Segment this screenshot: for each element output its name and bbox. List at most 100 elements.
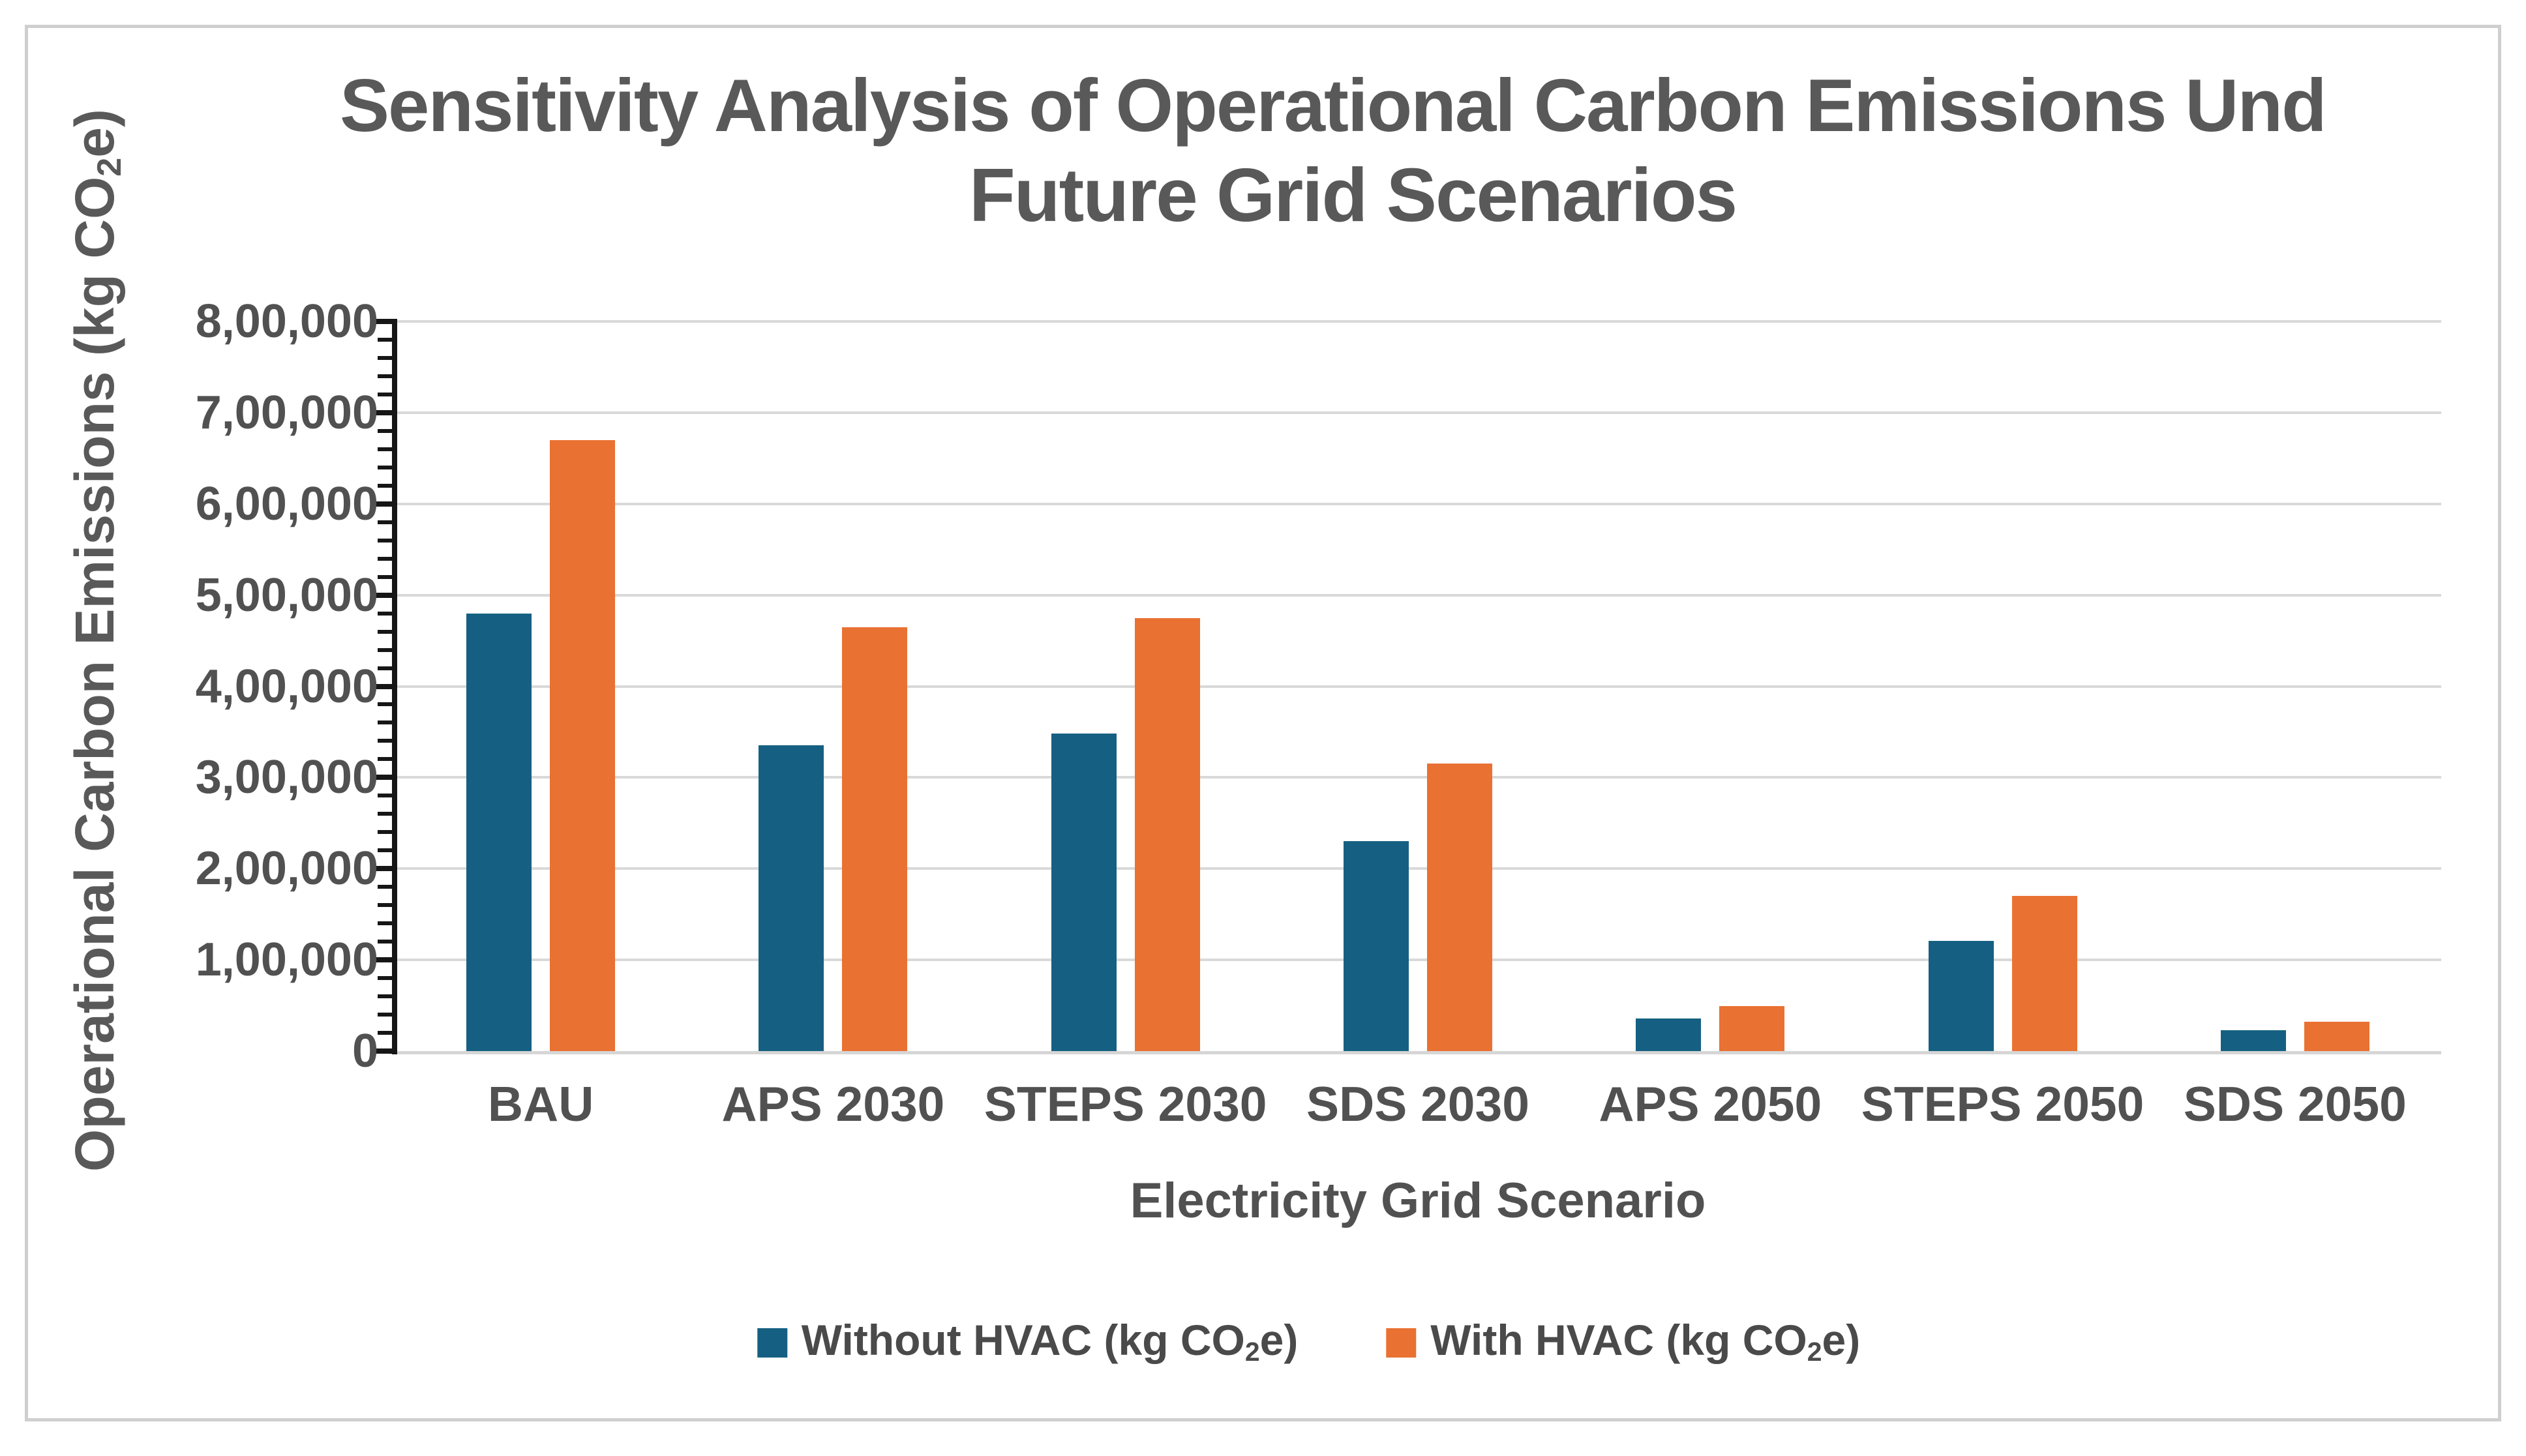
y-axis-tick-label: 6,00,000 [195, 477, 378, 530]
y-axis-tick-label: 7,00,000 [195, 386, 378, 439]
y-axis-minor-tick [378, 885, 392, 889]
y-axis-title-subscript: 2 [91, 157, 129, 177]
y-axis-major-tick [372, 501, 392, 507]
legend-label-text: Without HVAC (kg CO [801, 1316, 1245, 1364]
y-axis-minor-tick [378, 1031, 392, 1035]
y-axis-minor-tick [378, 374, 392, 378]
chart-title-line2: Future Grid Scenarios [969, 153, 1737, 237]
x-axis-category-label: APS 2030 [721, 1077, 945, 1131]
bar-without-hvac-aps-2030 [759, 745, 824, 1051]
y-axis-minor-tick [378, 812, 392, 816]
legend-label-with-hvac: With HVAC (kg CO2e) [1430, 1317, 1860, 1369]
x-axis-title: Electricity Grid Scenario [1130, 1173, 1706, 1228]
y-axis-minor-tick [378, 337, 392, 342]
y-axis-minor-tick [378, 447, 392, 451]
chart-area: Sensitivity Analysis of Operational Carb… [25, 25, 2501, 1421]
y-axis-title-text-end: e) [64, 109, 125, 158]
legend-label-text: With HVAC (kg CO [1430, 1316, 1807, 1364]
y-axis-minor-tick [378, 903, 392, 908]
y-axis-minor-tick [378, 629, 392, 634]
gridline [395, 958, 2441, 962]
plot-area [372, 319, 2441, 1056]
y-axis-minor-tick [378, 520, 392, 524]
y-axis-major-tick [372, 1048, 392, 1054]
x-axis-category-label: BAU [487, 1077, 594, 1131]
x-axis-line [389, 1051, 2441, 1054]
legend-swatch-blue-icon [757, 1328, 787, 1358]
y-axis-minor-tick [378, 556, 392, 561]
legend-label-text-end: e) [1259, 1316, 1299, 1364]
x-axis-category-label: SDS 2050 [2183, 1077, 2407, 1131]
x-axis-category-label: STEPS 2030 [984, 1077, 1267, 1131]
y-axis-minor-tick [378, 794, 392, 798]
y-axis-minor-tick [378, 721, 392, 725]
bar-without-hvac-steps-2030 [1051, 734, 1117, 1051]
y-axis-minor-tick [378, 739, 392, 743]
legend-swatch-orange-icon [1386, 1328, 1417, 1358]
y-axis-tick-label: 8,00,000 [195, 295, 378, 348]
y-axis-major-tick [372, 592, 392, 598]
y-axis-major-tick [372, 775, 392, 780]
legend-item-with-hvac: With HVAC (kg CO2e) [1386, 1317, 1860, 1369]
legend: Without HVAC (kg CO2e) With HVAC (kg CO2… [757, 1317, 1860, 1369]
bar-without-hvac-steps-2050 [1928, 940, 1994, 1051]
y-axis-major-tick [372, 683, 392, 689]
y-axis-major-tick [372, 409, 392, 415]
gridline [395, 685, 2441, 688]
gridline [395, 867, 2441, 870]
y-axis-minor-tick [378, 940, 392, 944]
y-axis-tick-label: 3,00,000 [195, 751, 378, 804]
bar-with-hvac-steps-2050 [2011, 896, 2077, 1051]
x-axis-category-label: APS 2050 [1599, 1077, 1822, 1131]
y-axis-minor-tick [378, 921, 392, 926]
legend-label-without-hvac: Without HVAC (kg CO2e) [802, 1317, 1299, 1369]
bar-with-hvac-bau [550, 439, 616, 1051]
y-axis-tick-label: 2,00,000 [195, 842, 378, 895]
y-axis-title: Operational Carbon Emissions (kg CO2e) [62, 106, 129, 1175]
y-axis-minor-tick [378, 848, 392, 853]
y-axis-major-tick [372, 866, 392, 872]
y-axis-minor-tick [378, 355, 392, 360]
chart-title-line1: Sensitivity Analysis of Operational Carb… [340, 65, 2327, 147]
y-axis-minor-tick [378, 428, 392, 433]
y-axis-minor-tick [378, 994, 392, 999]
gridline [395, 320, 2441, 323]
y-axis-minor-tick [378, 830, 392, 835]
bar-without-hvac-bau [466, 613, 532, 1051]
y-axis-minor-tick [378, 574, 392, 579]
bar-without-hvac-aps-2050 [1636, 1018, 1702, 1051]
y-axis-minor-tick [378, 465, 392, 469]
y-axis-minor-tick [378, 538, 392, 542]
y-axis-minor-tick [378, 757, 392, 762]
legend-item-without-hvac: Without HVAC (kg CO2e) [757, 1317, 1299, 1369]
gridline [395, 593, 2441, 597]
legend-label-text-end: e) [1822, 1316, 1861, 1364]
bar-with-hvac-steps-2030 [1134, 617, 1200, 1051]
gridline [395, 411, 2441, 414]
bar-with-hvac-aps-2030 [842, 627, 908, 1051]
y-axis-minor-tick [378, 702, 392, 707]
y-axis-tick-label: 1,00,000 [195, 934, 378, 987]
y-axis-minor-tick [378, 611, 392, 616]
y-axis-minor-tick [378, 976, 392, 981]
bar-with-hvac-sds-2050 [2304, 1022, 2369, 1051]
y-axis-minor-tick [378, 647, 392, 652]
legend-label-subscript: 2 [1807, 1337, 1822, 1367]
y-axis-major-tick [372, 957, 392, 963]
gridline [395, 776, 2441, 779]
x-axis-category-label: SDS 2030 [1306, 1077, 1529, 1131]
y-axis-tick-label: 4,00,000 [195, 660, 378, 713]
y-axis-tick-label: 5,00,000 [195, 569, 378, 621]
y-axis-line [392, 319, 397, 1054]
gridline [395, 502, 2441, 505]
y-axis-minor-tick [378, 483, 392, 488]
x-axis-category-label: STEPS 2050 [1861, 1077, 2144, 1131]
y-axis-major-tick [372, 319, 392, 324]
bar-without-hvac-sds-2030 [1344, 841, 1409, 1051]
y-axis-minor-tick [378, 392, 392, 396]
y-axis-tick-label: 0 [352, 1025, 378, 1077]
y-axis-minor-tick [378, 666, 392, 670]
bar-without-hvac-sds-2050 [2220, 1030, 2286, 1051]
bar-with-hvac-aps-2050 [1719, 1006, 1785, 1051]
